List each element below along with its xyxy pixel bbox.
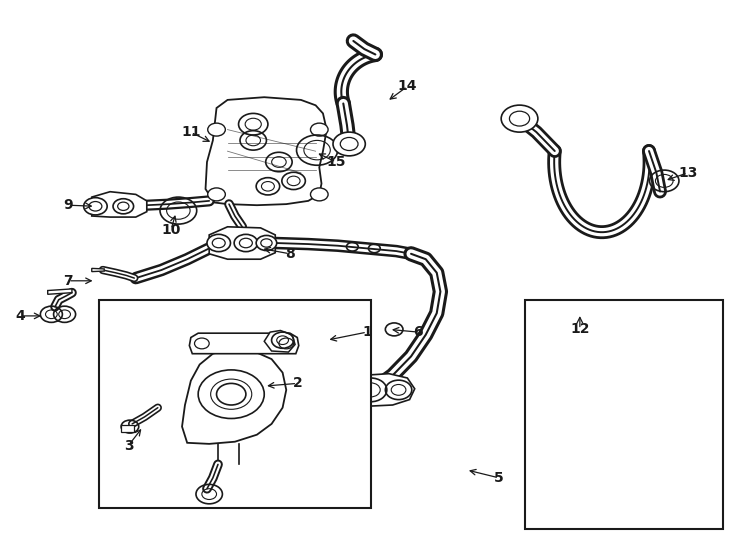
Circle shape [195, 338, 209, 349]
Polygon shape [189, 333, 299, 354]
Bar [99, 300, 371, 508]
Polygon shape [206, 97, 327, 205]
Text: 12: 12 [570, 322, 589, 336]
Text: 2: 2 [292, 376, 302, 390]
Text: 11: 11 [181, 125, 200, 139]
Polygon shape [209, 227, 275, 259]
Circle shape [501, 105, 538, 132]
Bar [121, 425, 134, 432]
Polygon shape [92, 268, 104, 272]
Text: 13: 13 [678, 166, 697, 180]
Circle shape [333, 132, 366, 156]
Circle shape [310, 123, 328, 136]
Text: 14: 14 [398, 79, 417, 93]
Polygon shape [345, 374, 415, 406]
Circle shape [256, 235, 277, 251]
Circle shape [113, 199, 134, 214]
Text: 3: 3 [123, 438, 134, 453]
Text: 10: 10 [161, 222, 181, 237]
Text: 5: 5 [494, 471, 504, 485]
Polygon shape [264, 330, 295, 352]
Polygon shape [182, 348, 286, 444]
Text: 4: 4 [15, 309, 26, 323]
Circle shape [208, 123, 225, 136]
Circle shape [84, 198, 107, 215]
Text: 8: 8 [285, 247, 295, 261]
Text: 9: 9 [63, 198, 73, 212]
Text: 6: 6 [413, 325, 424, 339]
Polygon shape [92, 192, 147, 217]
Text: 1: 1 [362, 325, 372, 339]
Circle shape [310, 188, 328, 201]
Circle shape [208, 188, 225, 201]
Circle shape [234, 234, 258, 252]
Text: 7: 7 [63, 274, 73, 288]
Circle shape [207, 234, 230, 252]
Text: 15: 15 [327, 155, 346, 169]
Circle shape [279, 338, 294, 349]
Bar [525, 300, 723, 529]
Polygon shape [48, 289, 72, 294]
